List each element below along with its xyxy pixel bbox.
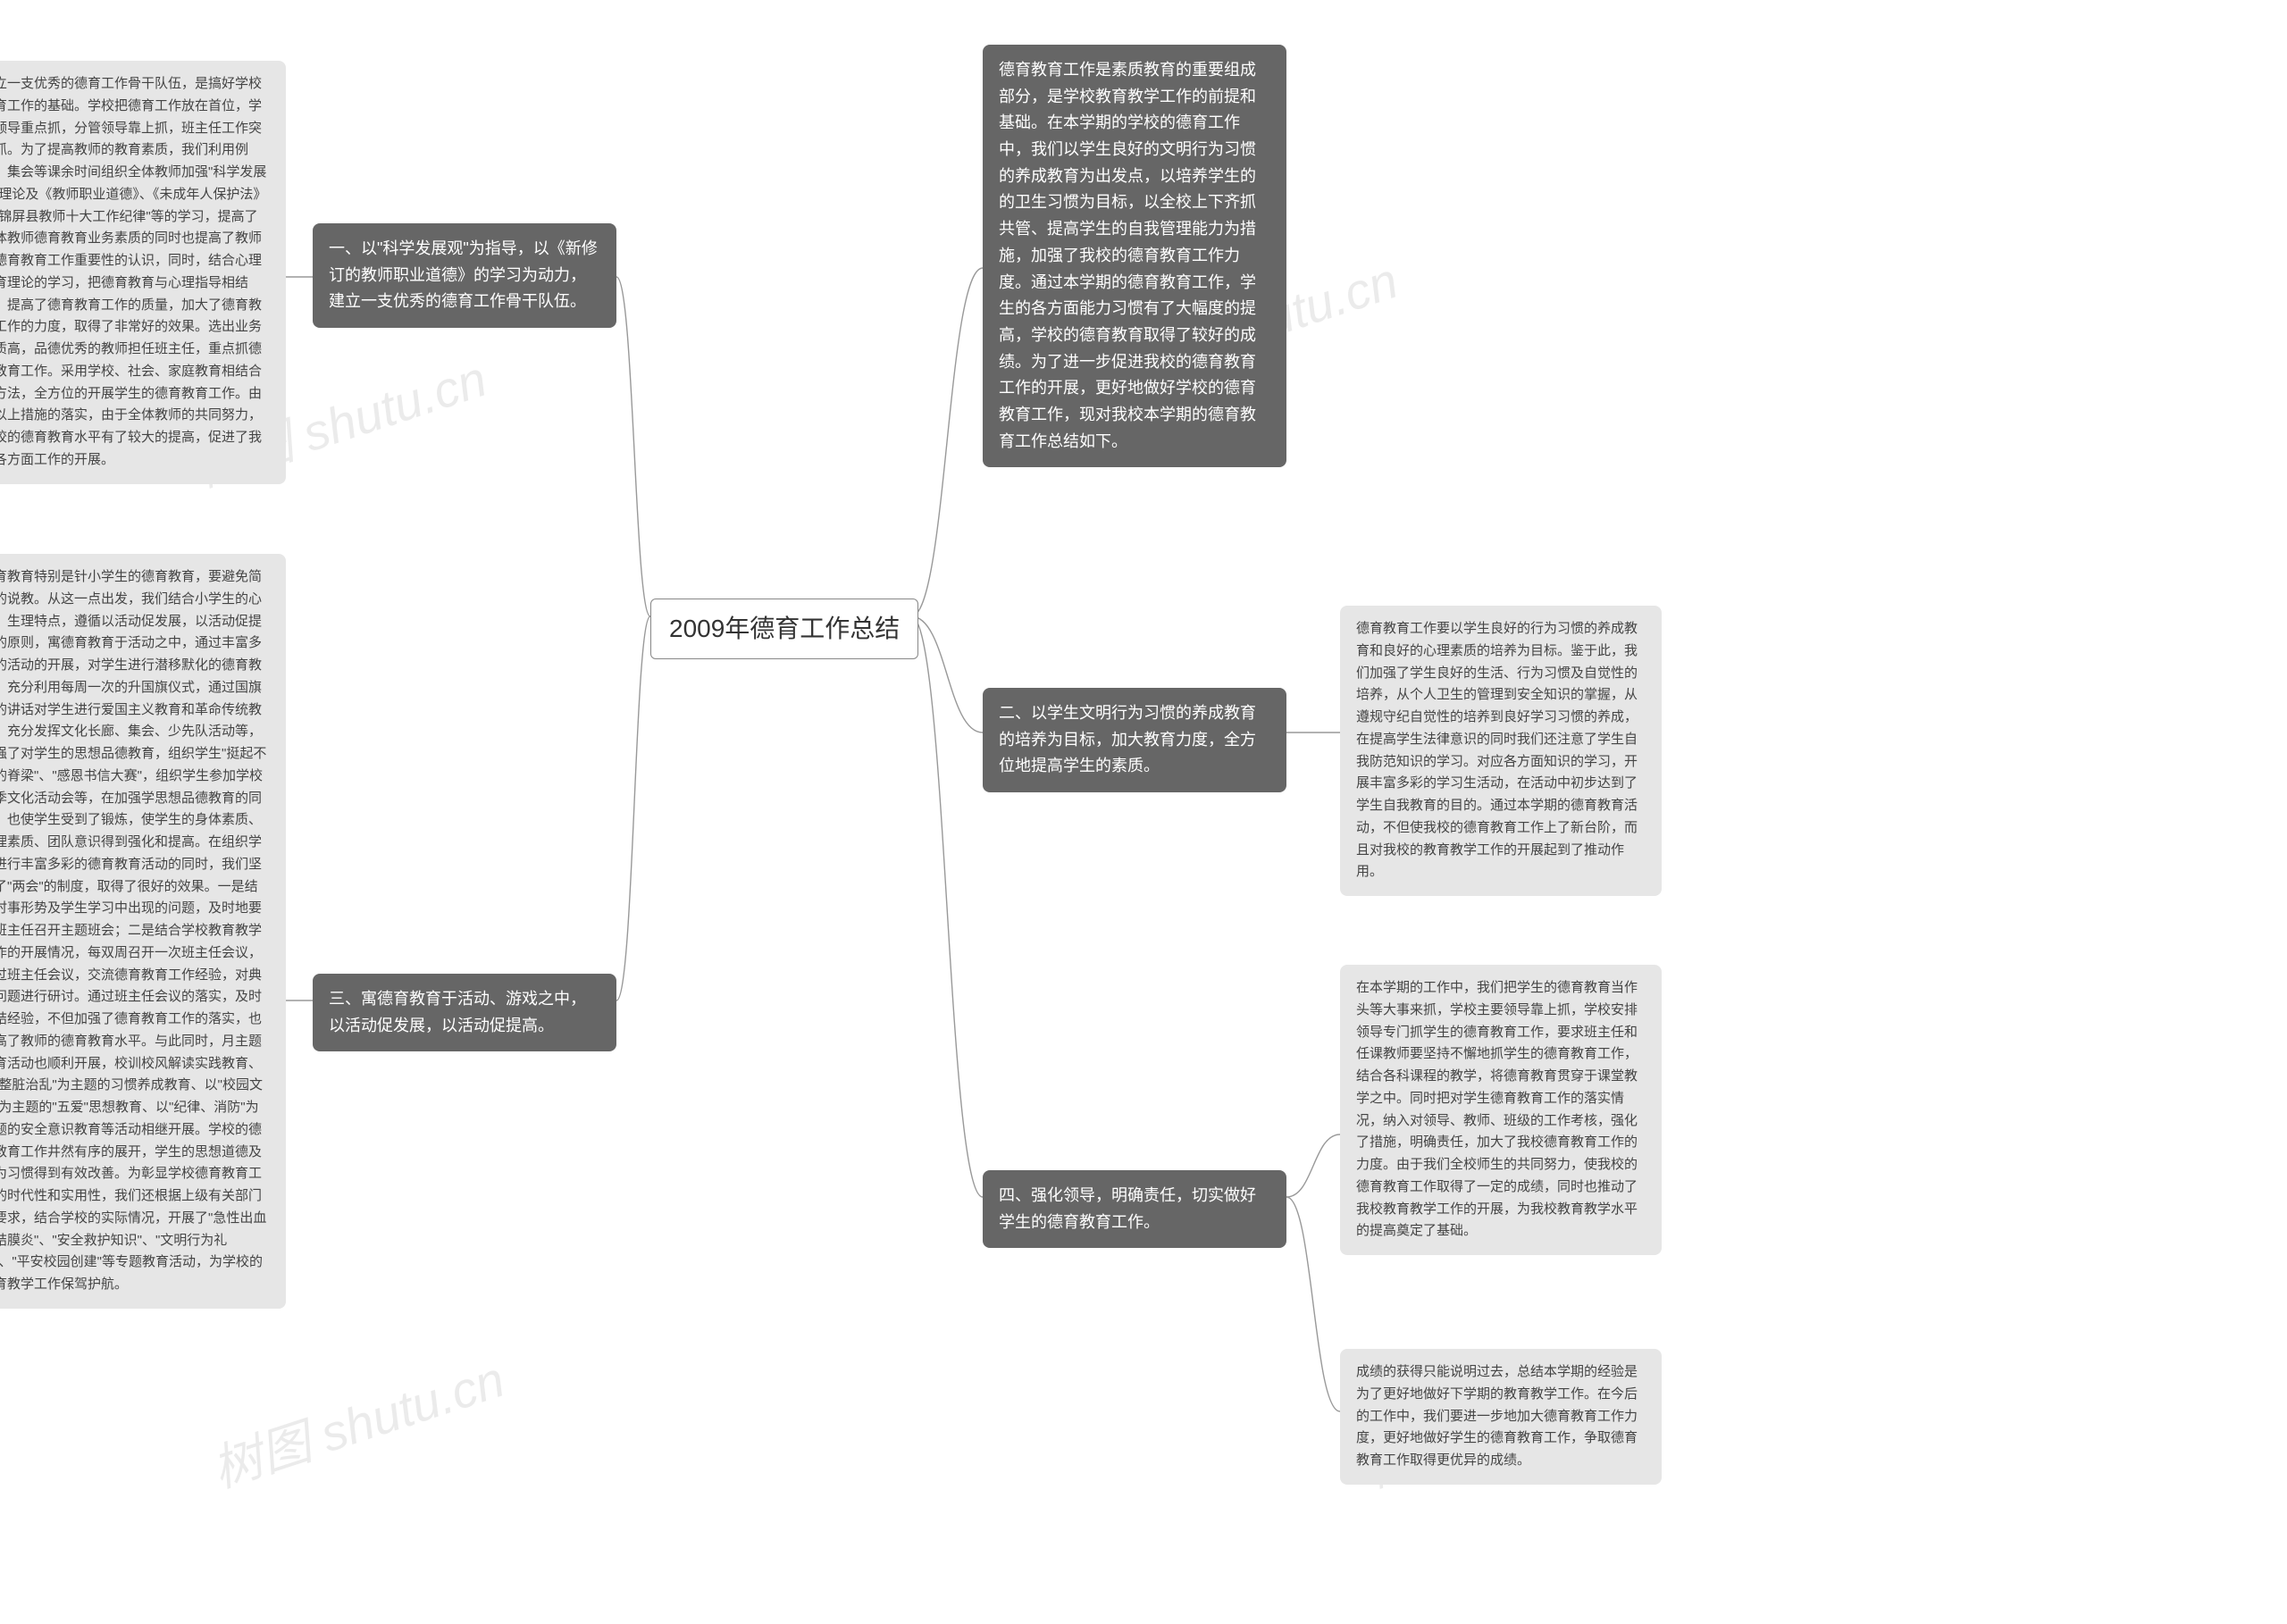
- branch-3[interactable]: 三、寓德育教育于活动、游戏之中，以活动促发展，以活动促提高。: [313, 974, 616, 1051]
- watermark: 树图 shutu.cn: [202, 1340, 513, 1503]
- branch-4[interactable]: 四、强化领导，明确责任，切实做好学生的德育教育工作。: [983, 1170, 1286, 1248]
- branch-4-leaf-b: 成绩的获得只能说明过去，总结本学期的经验是为了更好地做好下学期的教育教学工作。在…: [1340, 1349, 1662, 1485]
- branch-1[interactable]: 一、以"科学发展观"为指导，以《新修订的教师职业道德》的学习为动力，建立一支优秀…: [313, 223, 616, 328]
- branch-1-leaf: 建立一支优秀的德育工作骨干队伍，是搞好学校德育工作的基础。学校把德育工作放在首位…: [0, 61, 286, 484]
- branch-4-leaf-a: 在本学期的工作中，我们把学生的德育教育当作头等大事来抓，学校主要领导靠上抓，学校…: [1340, 965, 1662, 1255]
- branch-2[interactable]: 二、以学生文明行为习惯的养成教育的培养为目标，加大教育力度，全方位地提高学生的素…: [983, 688, 1286, 792]
- root-node[interactable]: 2009年德育工作总结: [650, 599, 918, 659]
- intro-node[interactable]: 德育教育工作是素质教育的重要组成部分，是学校教育教学工作的前提和基础。在本学期的…: [983, 45, 1286, 467]
- branch-2-leaf: 德育教育工作要以学生良好的行为习惯的养成教育和良好的心理素质的培养为目标。鉴于此…: [1340, 606, 1662, 896]
- branch-3-leaf: 德育教育特别是针小学生的德育教育，要避免简单的说教。从这一点出发，我们结合小学生…: [0, 554, 286, 1309]
